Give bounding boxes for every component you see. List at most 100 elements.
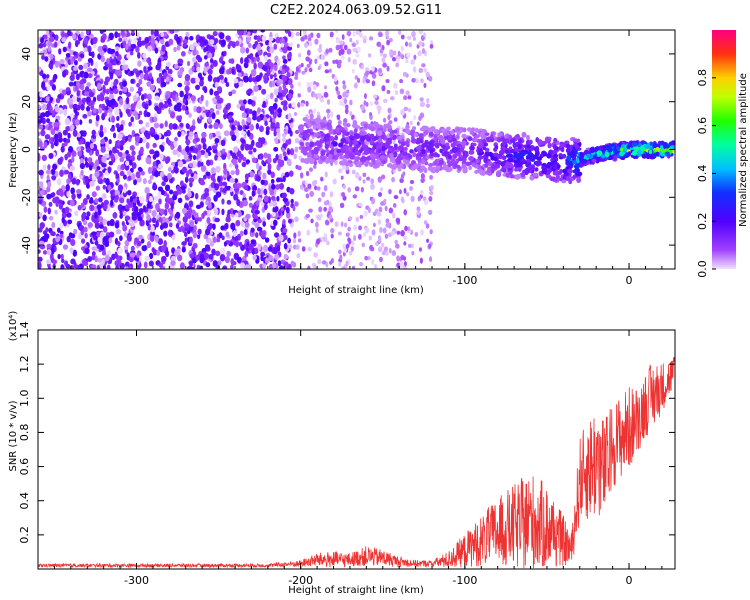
noise-blob	[248, 243, 254, 251]
noise-blob	[308, 59, 312, 65]
noise-blob	[230, 170, 236, 176]
noise-blob	[307, 36, 312, 42]
noise-blob	[374, 208, 379, 214]
signal-blob	[633, 146, 638, 150]
noise-blob	[215, 191, 222, 198]
signal-blob	[464, 150, 469, 156]
noise-blob	[49, 137, 53, 144]
signal-blob	[409, 149, 414, 154]
noise-blob	[52, 163, 58, 171]
noise-blob	[125, 149, 129, 155]
noise-blob	[287, 52, 292, 60]
noise-blob	[393, 195, 399, 200]
noise-blob	[403, 106, 409, 112]
noise-blob	[393, 50, 397, 56]
signal-blob	[479, 169, 485, 175]
noise-blob	[192, 154, 197, 161]
noise-blob	[304, 180, 308, 187]
noise-blob	[153, 134, 160, 140]
noise-blob	[420, 178, 425, 184]
noise-blob	[209, 39, 215, 45]
noise-blob	[172, 194, 178, 201]
signal-blob	[413, 163, 419, 170]
signal-blob	[329, 149, 335, 155]
noise-blob	[147, 45, 153, 52]
noise-blob	[240, 57, 244, 64]
noise-blob	[313, 264, 317, 269]
noise-blob	[345, 165, 350, 171]
noise-blob	[283, 128, 289, 135]
signal-blob	[450, 130, 455, 136]
signal-blob	[572, 174, 577, 180]
noise-blob	[235, 219, 241, 227]
noise-blob	[189, 35, 194, 41]
noise-blob	[142, 178, 147, 185]
noise-blob	[192, 56, 197, 63]
noise-blob	[164, 120, 168, 128]
noise-blob	[382, 62, 387, 68]
noise-blob	[377, 176, 382, 183]
noise-blob	[345, 260, 349, 267]
noise-blob	[161, 81, 167, 88]
noise-blob	[263, 195, 269, 203]
noise-blob	[271, 212, 276, 218]
noise-blob	[263, 54, 268, 62]
noise-blob	[182, 216, 188, 223]
noise-blob	[142, 52, 147, 59]
signal-blob	[341, 129, 347, 135]
noise-blob	[47, 125, 52, 131]
noise-blob	[135, 45, 140, 53]
noise-blob	[282, 219, 286, 225]
noise-blob	[192, 242, 198, 249]
noise-blob	[210, 182, 215, 188]
noise-blob	[231, 134, 237, 142]
noise-blob	[386, 39, 391, 46]
noise-blob	[190, 95, 196, 102]
noise-blob	[84, 157, 88, 162]
noise-blob	[47, 181, 52, 188]
noise-blob	[56, 227, 61, 233]
noise-blob	[89, 196, 94, 203]
signal-blob	[664, 148, 670, 153]
noise-blob	[400, 34, 405, 40]
noise-blob	[54, 105, 59, 113]
signal-blob	[381, 160, 387, 165]
noise-blob	[274, 137, 279, 144]
noise-blob	[205, 262, 211, 268]
signal-blob	[505, 153, 511, 158]
signal-blob	[668, 149, 673, 154]
noise-blob	[306, 229, 311, 236]
signal-blob	[514, 173, 521, 180]
noise-blob	[44, 233, 50, 240]
noise-blob	[102, 193, 107, 199]
noise-blob	[185, 123, 190, 129]
noise-blob	[153, 122, 160, 129]
signal-blob	[529, 175, 535, 181]
signal-blob	[566, 155, 572, 161]
noise-blob	[83, 219, 88, 226]
noise-blob	[213, 90, 220, 97]
noise-blob	[60, 264, 65, 269]
noise-blob	[278, 79, 284, 84]
signal-blob	[344, 144, 350, 151]
noise-blob	[419, 101, 425, 108]
noise-blob	[234, 178, 239, 184]
noise-blob	[76, 90, 80, 97]
noise-blob	[101, 30, 107, 33]
signal-blob	[434, 142, 440, 149]
noise-blob	[366, 176, 371, 181]
noise-blob	[253, 214, 259, 220]
noise-blob	[174, 161, 179, 168]
noise-blob	[132, 68, 139, 73]
noise-blob	[272, 262, 277, 269]
noise-blob	[138, 78, 143, 85]
noise-blob	[115, 46, 120, 51]
signal-blob	[423, 125, 428, 131]
signal-blob	[462, 167, 468, 174]
noise-blob	[382, 53, 387, 59]
noise-blob	[170, 255, 177, 262]
signal-blob	[496, 137, 502, 143]
noise-blob	[162, 222, 169, 229]
noise-blob	[348, 238, 352, 245]
noise-blob	[242, 192, 246, 198]
